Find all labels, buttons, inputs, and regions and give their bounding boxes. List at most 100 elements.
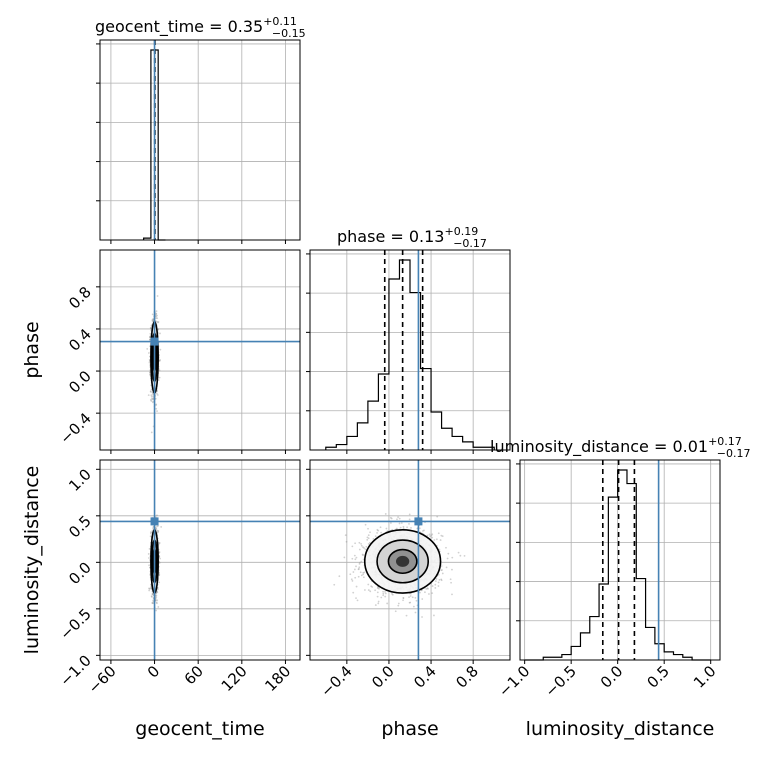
panel-frame [99,459,301,661]
sample-point [355,565,357,568]
sample-point [367,589,370,591]
sample-point [351,557,354,560]
sample-point [415,599,418,602]
scatter-points [333,513,466,618]
sample-point [367,537,370,540]
sample-point [459,554,462,557]
sample-point [155,310,158,313]
sample-point [398,522,401,525]
panel-frame [309,459,511,661]
sample-point [421,598,424,600]
sample-point [390,517,393,520]
sample-point [397,604,400,607]
sample-point [408,518,411,521]
sample-point [447,552,450,555]
sample-point [150,596,153,598]
tick-label-y: −0.5 [56,605,94,643]
sample-point [155,609,158,612]
sample-point [376,532,378,534]
sample-point [391,593,394,596]
sample-point [149,532,152,535]
sample-point [362,576,365,579]
contour-line [387,548,418,575]
sample-point [159,358,161,361]
sample-point [384,592,387,595]
sample-point [352,591,355,594]
sample-point [157,530,160,533]
sample-point [353,554,356,557]
sample-point [333,583,336,586]
sample-point [154,597,157,600]
sample-point [360,542,362,545]
sample-point [414,596,417,599]
sample-point [384,513,387,515]
contour-line [376,539,430,584]
sample-point [429,535,432,538]
sample-point [156,591,159,594]
sample-point [155,312,158,315]
sample-point [148,547,151,550]
sample-point [426,534,429,537]
sample-point [438,578,441,581]
sample-point [449,578,452,581]
sample-point [155,315,157,318]
title-phase: phase = 0.13+0.19 −0.17 [337,225,487,250]
sample-point [155,527,157,530]
sample-point [376,587,379,590]
sample-point [434,580,437,583]
sample-point [385,527,388,530]
sample-point [155,594,158,597]
sample-point [374,589,377,592]
sample-point [151,601,154,604]
sample-point [424,591,426,594]
sample-point [435,538,438,541]
sample-point [431,536,434,539]
sample-point [358,566,361,569]
tick-label-x: 1.0 [690,662,720,692]
sample-point [377,600,380,603]
sample-point [428,593,430,595]
sample-point [149,535,152,538]
sample-point [365,545,368,548]
sample-point [156,602,158,605]
sample-point [382,590,384,593]
panel-hist-geocent_time [96,39,301,244]
sample-point [409,601,412,604]
sample-point [151,318,154,321]
sample-point [408,596,410,599]
sample-point [151,319,154,322]
sample-point [157,321,159,324]
sample-point [440,565,443,567]
sample-point [418,527,421,530]
tick-label-y: 0.4 [65,325,95,355]
sample-point [345,540,348,543]
sample-point [360,544,363,547]
sample-point [155,392,158,395]
tick-label-x: 180 [261,662,294,695]
density-fill [396,555,410,567]
sample-point [437,573,440,576]
sample-point [150,394,153,397]
sample-point [156,314,158,317]
sample-point [158,542,161,544]
tick-label-x: −0.5 [541,662,579,700]
sample-point [410,526,412,529]
sample-point [445,546,447,549]
sample-point [152,398,154,400]
xlabel-geocent_time: geocent_time [135,718,264,740]
sample-point [157,320,160,323]
sample-point [156,599,159,602]
sample-point [151,320,154,323]
sample-point [402,597,405,599]
ylabel-phase: phase [21,321,43,378]
sample-point [148,587,151,590]
sample-point [351,545,354,548]
sample-point [354,576,357,579]
sample-point [391,592,393,595]
sample-point [376,595,379,598]
sample-point [156,317,159,320]
sample-point [379,526,382,529]
sample-point [368,541,371,544]
sample-point [148,336,151,338]
sample-point [390,522,392,524]
